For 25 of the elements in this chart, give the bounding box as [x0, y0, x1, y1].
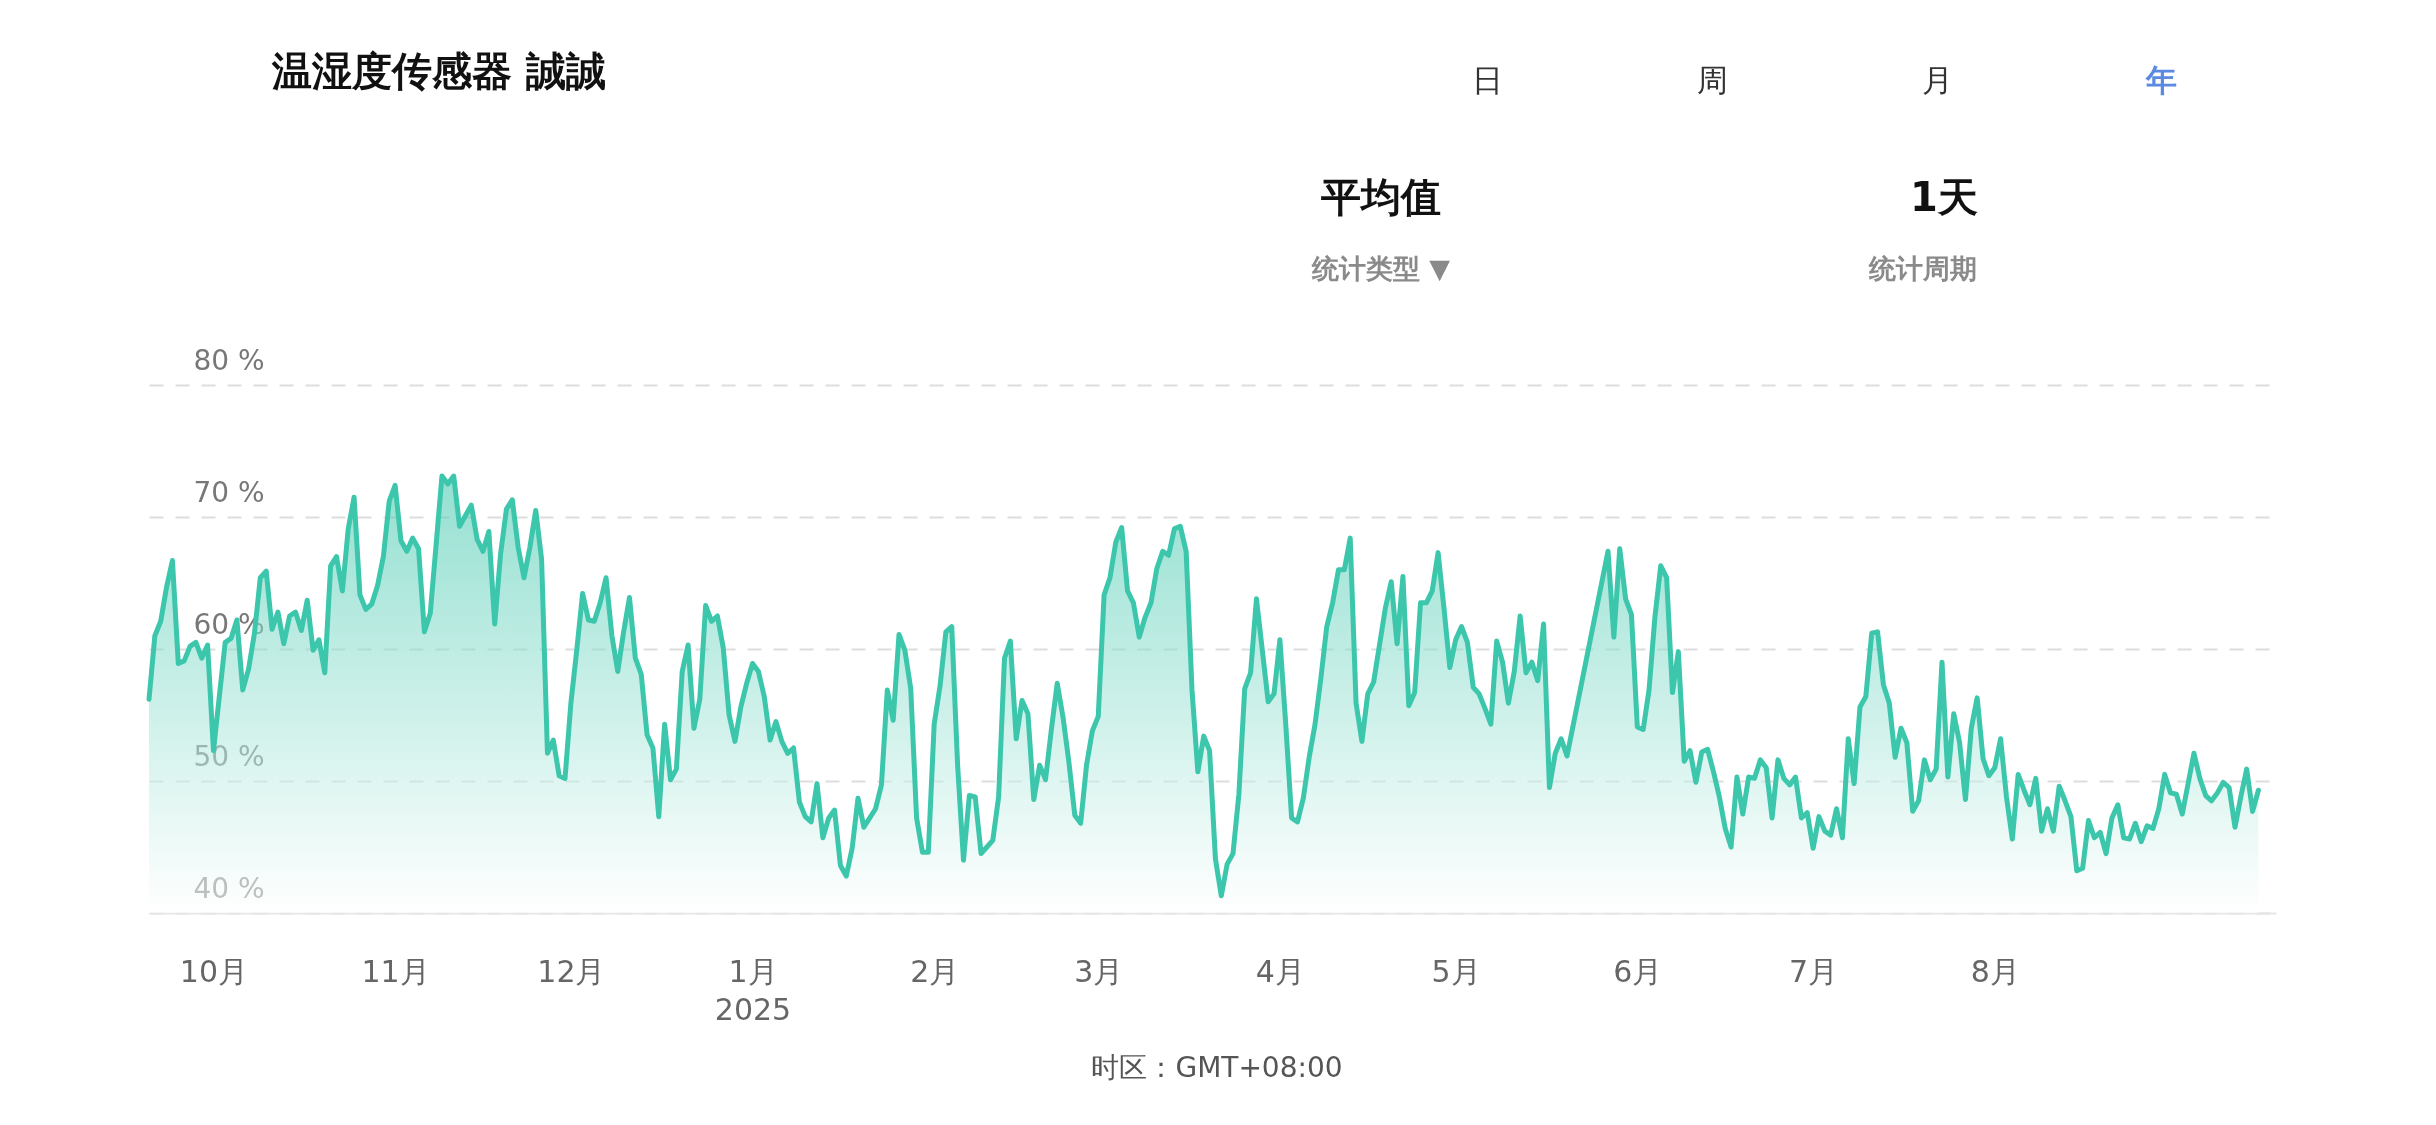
x-tick-label: 4月 [1255, 953, 1305, 989]
x-tick-label: 11月 [361, 953, 430, 989]
y-tick-label: 70 % [193, 475, 265, 509]
text: 平均值 [1320, 174, 1441, 220]
text: 1天 [1910, 174, 1978, 220]
text: 周 [1696, 62, 1728, 98]
x-tick-label: 12月 [537, 953, 606, 989]
text: 日 [1471, 62, 1503, 98]
x-tick-label: 3月 [1074, 953, 1124, 989]
x-tick-label: 1月 2025 [714, 953, 792, 1027]
x-tick-label: 5月 [1431, 953, 1481, 989]
text: 统计周期 [1868, 253, 1977, 284]
y-tick-label: 50 % [193, 739, 265, 773]
x-tick-label: 7月 [1789, 953, 1839, 989]
chart-title: 温湿度传感器 誠誠 [271, 48, 606, 94]
text: 月 [1921, 62, 1953, 98]
x-tick-label: 10月 [179, 953, 249, 989]
x-tick-label: 8月 [1970, 953, 2020, 989]
x-tick-label: 2月 [910, 953, 960, 989]
x-tick-label: 6月 [1613, 953, 1663, 989]
y-tick-label: 40 % [193, 871, 265, 905]
text: 统计类型 ▼ [1310, 253, 1451, 284]
y-tick-label: 80 % [193, 343, 265, 377]
text: 年 [2144, 62, 2177, 98]
text: 时区：GMT+08:00 [1091, 1051, 1343, 1084]
